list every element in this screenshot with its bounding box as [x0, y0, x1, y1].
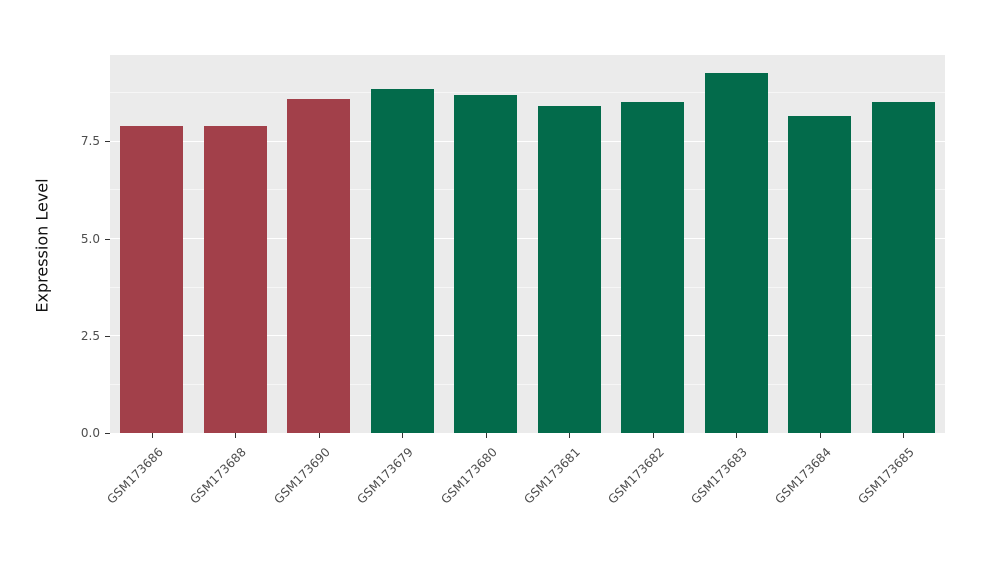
x-tick-label: GSM173690 — [271, 445, 333, 507]
x-tick-mark — [402, 433, 404, 438]
x-tick-label: GSM173684 — [772, 445, 834, 507]
y-axis-title: Expression Level — [32, 178, 52, 313]
y-tick-label: 7.5 — [80, 134, 100, 149]
bar-GSM173684 — [788, 116, 852, 433]
y-tick-label: 0.0 — [80, 426, 100, 440]
gridline-major — [110, 140, 945, 142]
y-tick-mark — [105, 141, 110, 143]
bar-GSM173680 — [454, 94, 518, 433]
gridline-major — [110, 238, 945, 240]
gridline-major — [110, 335, 945, 337]
y-tick-mark — [105, 335, 110, 337]
bar-GSM173683 — [704, 73, 768, 433]
x-tick-mark — [569, 433, 571, 438]
bar-GSM173685 — [871, 102, 935, 433]
bar-GSM173686 — [120, 125, 184, 433]
bar-GSM173681 — [537, 106, 601, 433]
x-tick-mark — [318, 433, 320, 438]
x-tick-mark — [151, 433, 153, 438]
x-tick-label: GSM173685 — [855, 445, 918, 507]
gridline-minor — [110, 189, 945, 191]
y-tick-label: 5.0 — [80, 231, 100, 246]
x-tick-mark — [819, 433, 821, 438]
y-tick-label: 2.5 — [80, 328, 100, 343]
plot-panel — [110, 55, 945, 433]
x-tick-mark — [736, 433, 738, 438]
bar-GSM173682 — [621, 102, 685, 433]
gridline-minor — [110, 383, 945, 385]
bar-GSM173690 — [287, 98, 351, 433]
bar-GSM173679 — [370, 88, 434, 433]
gridline-minor — [110, 286, 945, 288]
y-tick-mark — [105, 238, 110, 240]
x-tick-label: GSM173686 — [104, 445, 166, 507]
x-tick-mark — [903, 433, 905, 438]
x-tick-mark — [652, 433, 654, 438]
x-tick-label: GSM173682 — [605, 445, 667, 507]
gridline-major — [110, 432, 945, 433]
x-tick-mark — [235, 433, 237, 438]
y-tick-mark — [105, 433, 110, 434]
x-tick-label: GSM173683 — [688, 445, 751, 507]
x-tick-label: GSM173681 — [521, 445, 584, 507]
x-tick-mark — [485, 433, 487, 438]
gridline-minor — [110, 92, 945, 94]
x-tick-label: GSM173680 — [438, 445, 500, 507]
x-tick-label: GSM173679 — [354, 445, 417, 507]
x-tick-label: GSM173688 — [187, 445, 250, 507]
bar-GSM173688 — [203, 125, 267, 433]
